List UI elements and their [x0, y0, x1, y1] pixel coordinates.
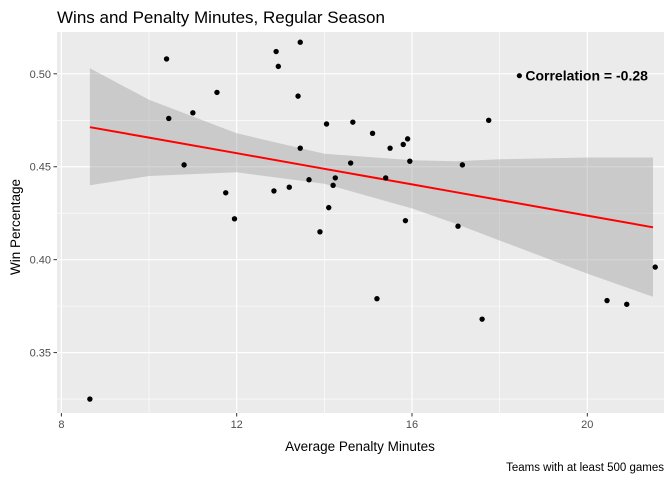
data-point	[271, 188, 277, 194]
x-tick-label: 20	[581, 419, 593, 431]
grid-lines	[57, 32, 664, 413]
data-point	[163, 56, 170, 62]
data-points	[87, 39, 658, 402]
data-point	[306, 177, 312, 183]
data-point	[297, 39, 303, 45]
data-point	[459, 162, 466, 168]
data-point	[286, 184, 292, 190]
data-point	[223, 190, 229, 196]
y-tick-label: 0.40	[30, 255, 51, 267]
data-point	[387, 145, 393, 151]
y-tick-label: 0.35	[30, 348, 51, 360]
chart-title: Wins and Penalty Minutes, Regular Season	[57, 8, 385, 27]
annotation-point	[516, 73, 522, 79]
data-point	[402, 217, 409, 224]
chart-caption: Teams with at least 500 games	[506, 462, 664, 474]
y-tick-label: 0.45	[30, 162, 51, 174]
data-point	[404, 136, 411, 142]
x-tick-label: 8	[58, 419, 64, 431]
data-point	[624, 301, 630, 307]
y-tick-label: 0.50	[30, 69, 51, 81]
data-point	[407, 158, 413, 164]
data-point	[317, 229, 323, 235]
data-point	[347, 160, 354, 166]
y-axis-title: Win Percentage	[8, 179, 23, 275]
data-point	[295, 93, 301, 99]
data-point	[369, 130, 376, 136]
data-point	[374, 296, 380, 302]
data-point	[604, 297, 610, 304]
data-point	[273, 48, 279, 55]
data-point	[190, 110, 196, 116]
confidence-ribbon	[89, 68, 653, 297]
data-point	[330, 182, 336, 189]
correlation-label: Correlation = -0.28	[525, 68, 648, 84]
axis-ticks: 8 12 16 20 0.35 0.40 0.45 0.50	[30, 69, 594, 431]
correlation-annotation: Correlation = -0.28	[516, 68, 648, 84]
regression-line	[89, 126, 654, 229]
data-point	[297, 145, 303, 151]
data-point	[455, 223, 461, 229]
data-point	[231, 216, 238, 222]
data-point	[326, 204, 332, 211]
data-point	[166, 115, 172, 122]
data-point	[214, 89, 220, 96]
data-point	[400, 141, 406, 148]
data-point	[485, 117, 492, 123]
data-point	[383, 175, 389, 181]
data-point	[323, 121, 330, 127]
data-point	[332, 175, 338, 181]
data-point	[350, 119, 356, 125]
data-point	[181, 162, 187, 168]
x-tick-label: 12	[231, 419, 243, 431]
data-point	[275, 63, 282, 70]
data-point	[652, 264, 658, 270]
x-tick-label: 16	[406, 419, 418, 431]
x-axis-title: Average Penalty Minutes	[285, 439, 435, 454]
data-point	[479, 316, 485, 322]
data-point	[87, 396, 93, 402]
plot-panel	[57, 32, 664, 413]
